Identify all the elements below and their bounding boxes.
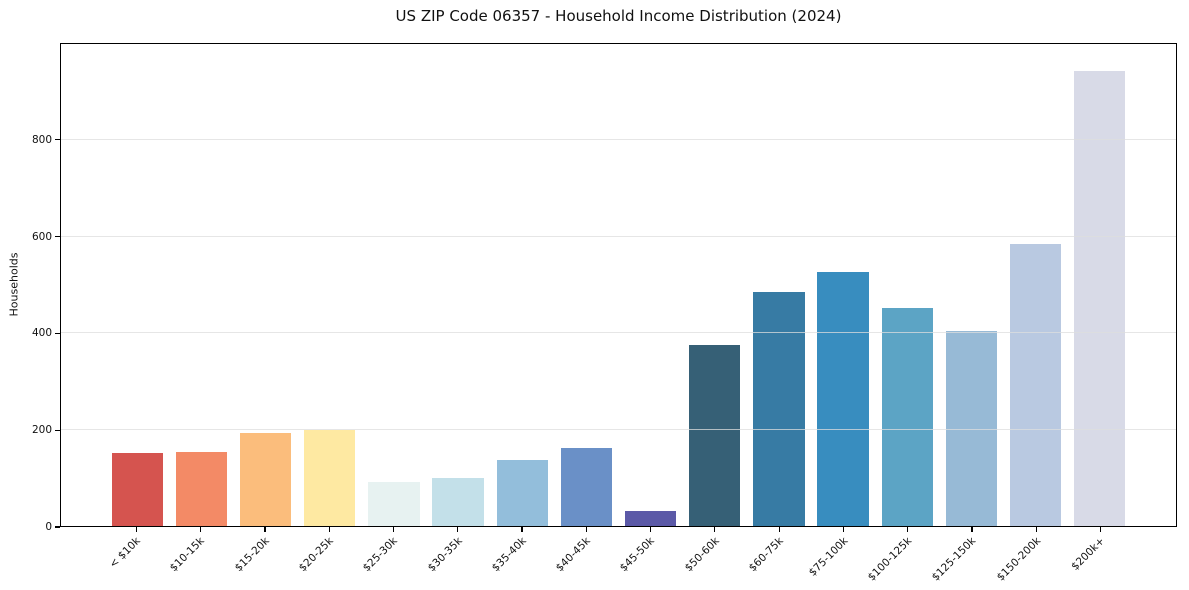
x-tick-mark	[842, 527, 845, 532]
y-tick-mark	[55, 429, 60, 431]
x-tick-mark	[907, 527, 909, 532]
y-tick-label: 200	[31, 424, 52, 437]
x-tick-label: $20-25k	[296, 535, 336, 575]
grid-line	[61, 235, 1176, 237]
y-tick-label: 0	[45, 521, 52, 533]
x-tick-mark	[392, 527, 395, 532]
x-tick-mark	[457, 527, 459, 532]
grid-line	[61, 428, 1176, 430]
x-tick-label: $50-60k	[682, 535, 722, 575]
y-tick-mark	[55, 139, 60, 141]
plot-area	[60, 43, 1177, 527]
x-tick-label: $35-40k	[489, 535, 529, 575]
x-tick-label: $30-35k	[425, 535, 465, 575]
x-tick-label: $45-50k	[618, 535, 658, 575]
x-tick-label: $40-45k	[553, 535, 593, 575]
grid-line	[61, 332, 1176, 334]
x-tick-mark	[650, 527, 652, 532]
x-tick-mark	[135, 527, 138, 532]
y-tick-label: 800	[31, 133, 52, 146]
x-tick-label: < $10k	[107, 535, 143, 571]
x-tick-label: $200k+	[1069, 535, 1108, 573]
bar	[753, 291, 805, 526]
x-tick-mark	[200, 527, 202, 532]
y-tick-mark	[55, 332, 60, 334]
x-tick-label: $15-20k	[232, 535, 272, 575]
x-tick-mark	[778, 527, 780, 532]
y-tick-label: 600	[31, 230, 52, 243]
bar	[432, 477, 484, 526]
y-axis-label: Households	[7, 252, 21, 317]
bar	[368, 482, 420, 526]
y-tick-mark	[55, 526, 60, 528]
x-tick-label: $60-75k	[746, 535, 786, 575]
x-tick-mark	[521, 527, 523, 532]
bar	[689, 345, 741, 526]
x-tick-label: $150-200k	[994, 535, 1043, 584]
bar	[239, 433, 292, 526]
x-tick-mark	[585, 527, 587, 532]
x-tick-label: $100-125k	[865, 535, 915, 584]
bar	[624, 511, 677, 526]
x-tick-mark	[714, 527, 716, 532]
x-tick-mark	[1099, 527, 1102, 532]
bar	[496, 459, 548, 526]
grid-line	[61, 139, 1176, 141]
x-tick-mark	[971, 527, 973, 532]
x-tick-label: $75-100k	[806, 535, 850, 579]
y-tick-label: 400	[31, 327, 52, 340]
bar	[1009, 243, 1062, 526]
x-tick-label: $125-150k	[929, 535, 979, 584]
x-tick-mark	[328, 527, 330, 532]
x-tick-label: $10-15k	[168, 535, 208, 575]
bar	[111, 452, 163, 526]
y-tick-mark	[55, 236, 60, 238]
bar	[881, 307, 933, 526]
x-tick-mark	[264, 527, 266, 532]
x-tick-label: $25-30k	[360, 535, 401, 575]
x-tick-mark	[1035, 527, 1037, 532]
bar	[175, 451, 228, 526]
bar	[304, 429, 356, 526]
chart-title: US ZIP Code 06357 - Household Income Dis…	[395, 7, 842, 25]
bar	[560, 447, 613, 526]
bar	[1073, 70, 1126, 526]
bar	[817, 272, 869, 526]
